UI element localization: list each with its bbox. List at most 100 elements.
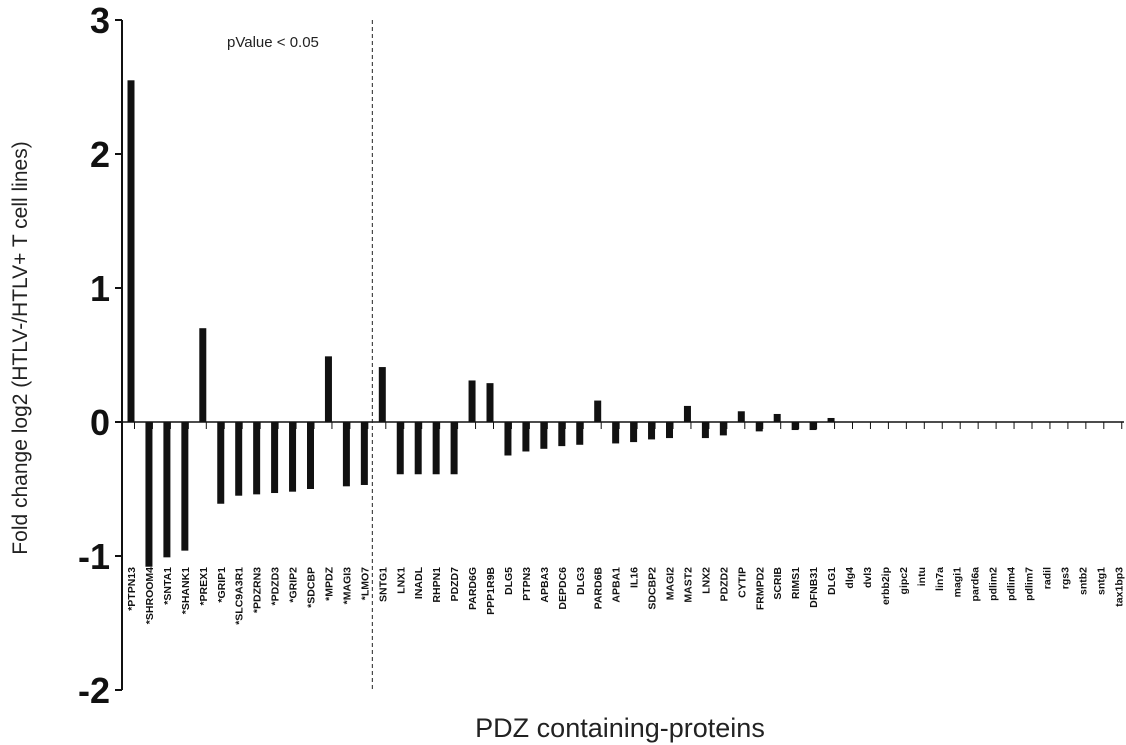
x-tick-label: SDCBP2 xyxy=(647,567,659,610)
bar xyxy=(773,413,781,422)
x-tick-label: APBA3 xyxy=(539,567,551,603)
bar xyxy=(522,422,530,452)
x-tick-label: gipc2 xyxy=(898,567,910,595)
x-tick-label: SNTG1 xyxy=(377,567,389,602)
x-tick-label: *MPDZ xyxy=(323,566,335,600)
x-tick-label: PDZD2 xyxy=(718,567,730,602)
x-tick-label: dlg4 xyxy=(844,567,856,589)
x-tick-label: *SLC9A3R1 xyxy=(234,567,246,625)
x-tick-label: *PTPN13 xyxy=(126,567,138,611)
bar xyxy=(630,422,638,443)
x-tick-label: magi1 xyxy=(952,567,964,598)
bar xyxy=(809,422,817,431)
bar xyxy=(450,422,458,475)
bar xyxy=(181,422,189,551)
bar xyxy=(755,422,763,432)
x-tick-label: radil xyxy=(1041,567,1053,589)
y-axis-title: Fold change log2 (HTLV-/HTLV+ T cell lin… xyxy=(9,141,32,554)
x-tick-label: LNX1 xyxy=(395,567,407,594)
x-tick-label: intu xyxy=(916,567,928,586)
y-tick-label: -1 xyxy=(78,536,110,577)
y-tick-label: -2 xyxy=(78,670,110,711)
x-tick-label: sntg1 xyxy=(1095,567,1107,595)
bar xyxy=(253,422,261,495)
bar xyxy=(540,422,548,449)
bar xyxy=(719,422,727,436)
x-tick-label: DEPDC6 xyxy=(557,567,569,610)
x-tick-label: RHPN1 xyxy=(431,567,443,603)
y-tick-label: 3 xyxy=(90,0,110,41)
y-tick-label: 0 xyxy=(90,402,110,443)
x-tick-label: SCRIB xyxy=(772,567,784,600)
bar xyxy=(163,422,171,558)
x-tick-label: IL16 xyxy=(629,567,641,588)
x-tick-label: PARD6G xyxy=(467,567,479,610)
bar xyxy=(289,422,297,492)
x-tick-label: DLG5 xyxy=(503,567,515,595)
x-tick-label: LNX2 xyxy=(700,567,712,594)
bar xyxy=(199,328,207,422)
bar xyxy=(666,422,673,439)
bar xyxy=(145,422,153,567)
bar xyxy=(414,422,422,475)
bar xyxy=(594,400,602,422)
bar xyxy=(360,422,368,485)
bar xyxy=(612,422,620,444)
x-tick-label: CYTIP xyxy=(736,567,748,598)
x-tick-label: DLG1 xyxy=(826,567,838,595)
x-tick-label: *SHANK1 xyxy=(180,567,192,614)
bar xyxy=(432,422,440,475)
category-labels: *PTPN13 *SHROOM4 *SNTA1 *SHANK1 *PREX1 *GRIP1… xyxy=(126,566,1125,624)
x-tick-label: DLG3 xyxy=(575,567,587,595)
pvalue-annotation: pValue < 0.05 xyxy=(227,34,319,51)
x-tick-label: pdlim2 xyxy=(988,567,1000,601)
x-tick-label: *GRIP1 xyxy=(216,567,228,603)
x-tick-label: *GRIP2 xyxy=(288,567,300,603)
bar xyxy=(486,383,494,422)
x-tick-label: *PDZRN3 xyxy=(252,567,264,613)
x-tick-label: MAST2 xyxy=(682,567,694,603)
bar xyxy=(307,422,314,489)
x-tick-label: RIMS1 xyxy=(790,567,802,599)
x-tick-label: FRMPD2 xyxy=(754,567,766,610)
x-tick-label: PARD6B xyxy=(593,567,605,610)
x-tick-label: rgs3 xyxy=(1059,567,1071,589)
x-tick-label: erbb2ip xyxy=(880,567,892,605)
x-tick-label: *MAGI3 xyxy=(341,567,353,605)
x-tick-label: pdlim7 xyxy=(1024,567,1036,601)
x-tick-label: APBA1 xyxy=(611,567,623,603)
x-tick-label: PPP1R9B xyxy=(485,567,497,615)
bar xyxy=(235,422,243,496)
bar xyxy=(127,80,135,423)
bar xyxy=(396,422,404,475)
x-axis-title: PDZ containing-proteins xyxy=(475,713,765,743)
bar xyxy=(737,411,745,422)
x-tick-label: INADL xyxy=(413,566,425,599)
x-tick-label: DFNB31 xyxy=(808,567,820,608)
bar xyxy=(701,422,709,439)
x-tick-label: pard6a xyxy=(970,567,982,602)
x-tick-label: lin7a xyxy=(934,567,946,591)
bar xyxy=(468,380,476,422)
y-axis: 3 2 1 0 -1 -2 xyxy=(78,0,123,711)
y-tick-label: 2 xyxy=(90,134,110,175)
bars xyxy=(127,80,1123,567)
y-tick-label: 1 xyxy=(90,268,110,309)
bar xyxy=(648,422,656,440)
x-tick-label: PTPN3 xyxy=(521,567,533,601)
x-tick-label: *PREX1 xyxy=(198,567,210,606)
x-tick-label: PDZD7 xyxy=(449,567,461,602)
x-tick-label: *SNTA1 xyxy=(162,567,174,605)
bar xyxy=(791,422,799,431)
x-tick-label: *PDZD3 xyxy=(270,567,282,606)
bar xyxy=(504,422,512,456)
bar xyxy=(558,422,566,447)
x-tick-label: tax1bp3 xyxy=(1113,567,1125,607)
bar xyxy=(576,422,584,445)
x-tick-label: pdlim4 xyxy=(1006,567,1018,601)
bar xyxy=(217,422,225,504)
x-tick-label: *LMO7 xyxy=(359,567,371,600)
x-tick-label: sntb2 xyxy=(1077,567,1089,595)
bar xyxy=(378,367,386,422)
